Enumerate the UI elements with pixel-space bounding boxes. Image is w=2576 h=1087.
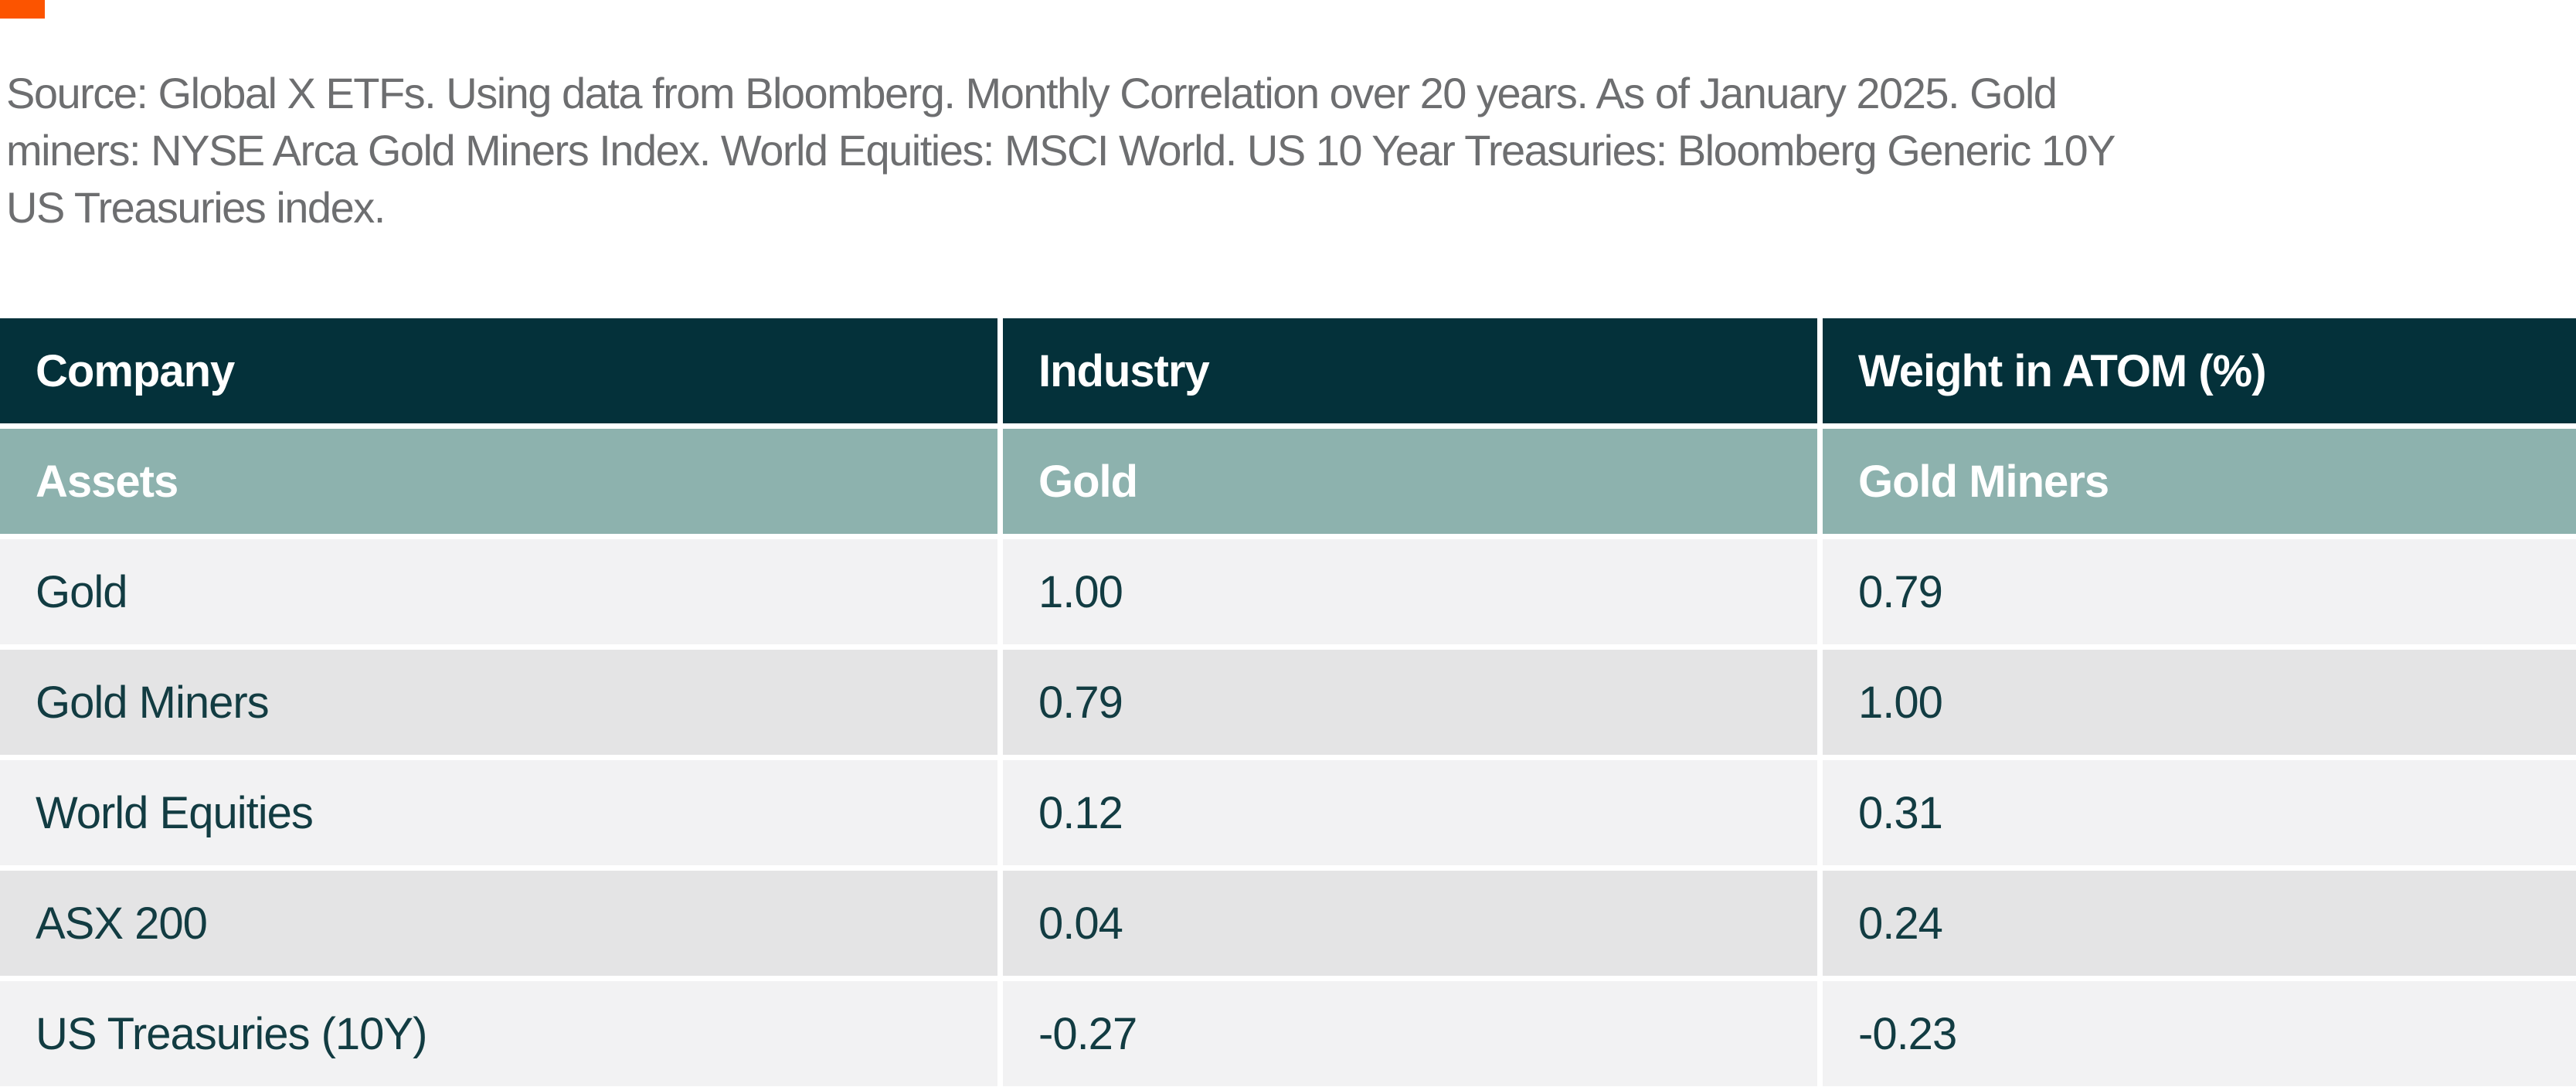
correlation-table: Company Industry Weight in ATOM (%) Asse… [0,318,2576,1087]
source-note: Source: Global X ETFs. Using data from B… [6,65,2116,236]
source-note-line: Source: Global X ETFs. Using data from B… [6,69,2058,117]
value-cell: 0.24 [1823,871,2576,976]
table-row: ASX 200 0.04 0.24 [0,871,2576,976]
column-header-weight: Weight in ATOM (%) [1823,318,2576,423]
table-header-row: Company Industry Weight in ATOM (%) [0,318,2576,423]
value-cell: -0.27 [1003,981,1817,1086]
brand-accent-block [0,0,45,19]
subheader-assets: Assets [0,429,997,534]
asset-cell: ASX 200 [0,871,997,976]
asset-cell: Gold Miners [0,650,997,755]
asset-cell: US Treasuries (10Y) [0,981,997,1086]
value-cell: -0.23 [1823,981,2576,1086]
table-row: Gold Miners 0.79 1.00 [0,650,2576,755]
column-header-company: Company [0,318,997,423]
value-cell: 1.00 [1003,539,1817,644]
value-cell: 0.12 [1003,760,1817,865]
source-note-line: miners: NYSE Arca Gold Miners Index. Wor… [6,126,2116,175]
table-row: Gold 1.00 0.79 [0,539,2576,644]
subheader-gold: Gold [1003,429,1817,534]
subheader-gold-miners: Gold Miners [1823,429,2576,534]
asset-cell: World Equities [0,760,997,865]
table-row: World Equities 0.12 0.31 [0,760,2576,865]
source-note-line: US Treasuries index. [6,183,386,232]
column-header-industry: Industry [1003,318,1817,423]
value-cell: 0.79 [1823,539,2576,644]
table-row: US Treasuries (10Y) -0.27 -0.23 [0,981,2576,1086]
value-cell: 1.00 [1823,650,2576,755]
value-cell: 0.04 [1003,871,1817,976]
table-subheader-row: Assets Gold Gold Miners [0,429,2576,534]
asset-cell: Gold [0,539,997,644]
value-cell: 0.31 [1823,760,2576,865]
value-cell: 0.79 [1003,650,1817,755]
